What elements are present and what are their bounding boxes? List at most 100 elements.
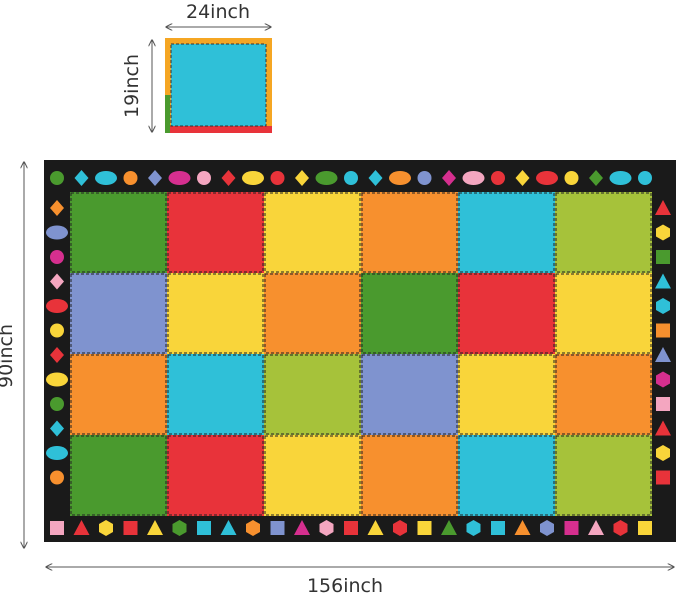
rug-height-label: 90inch [0,324,17,388]
shape [656,470,670,485]
rug-stitch [264,354,361,435]
shape [270,521,285,535]
shape [466,520,481,536]
shape [393,520,407,536]
shape [220,520,237,535]
shape [417,171,432,185]
rug-square [361,192,458,273]
shape [242,171,264,185]
shape [656,445,670,461]
small-rug-stitch [170,43,267,127]
shape [295,170,309,186]
shape [638,171,652,185]
shape [46,372,68,387]
rug-square [70,354,167,435]
shape [99,520,113,536]
shape [656,323,670,338]
rug-square [458,354,555,435]
shape [50,470,64,485]
rug-stitch [555,354,652,435]
rug-stitch [555,435,652,516]
shape [638,521,652,535]
rug-stitch [167,192,264,273]
rug-square [167,273,264,354]
rug-square [361,435,458,516]
shape [172,520,187,536]
shape [367,520,384,535]
rug-square [555,192,652,273]
rug-square [361,354,458,435]
rug-width-label: 156inch [307,575,383,596]
shape [442,170,456,186]
shape [50,347,64,363]
shape [147,520,163,535]
shape [197,521,211,535]
shape [540,520,554,536]
shape [613,520,628,536]
shape [50,200,64,216]
small-rug-edge [165,126,272,133]
small-rug-edge [165,95,170,133]
rug-square [458,435,555,516]
shape [50,273,64,290]
rug-stitch [167,273,264,354]
small-rug [165,38,272,133]
rug-grid [70,192,652,516]
shape [491,521,505,535]
shape [656,298,670,314]
rug-stitch [361,354,458,435]
rug-stitch [555,192,652,273]
shape [95,171,117,185]
rug-square [264,192,361,273]
rug-stitch [361,435,458,516]
shape [246,520,260,536]
rug-square [458,273,555,354]
rug-square [167,192,264,273]
rug-square [264,354,361,435]
rug-stitch [70,192,167,273]
shape [74,170,89,186]
rug-stitch [264,435,361,516]
rug-square [555,273,652,354]
shape [656,250,670,264]
rug-stitch [458,192,555,273]
shape [655,200,671,215]
shape [168,171,191,185]
shape [50,420,64,437]
rug-square [361,273,458,354]
shape [655,273,671,289]
shape [588,520,604,535]
shape [462,171,485,185]
shape [50,521,64,535]
shape [656,397,670,411]
shape [655,347,671,362]
rug-square [70,192,167,273]
rug-stitch [70,435,167,516]
shape [536,171,558,185]
shape [344,521,358,535]
shape [589,170,603,186]
rug-stitch [264,192,361,273]
shape [50,250,64,264]
rug-square [70,273,167,354]
rug-square [264,435,361,516]
shape [315,171,338,185]
shape [123,521,138,535]
border-shapes [46,170,671,536]
rug-square [167,435,264,516]
rug-stitch [458,354,555,435]
shape [344,171,358,185]
shape [197,171,211,185]
shape [46,446,68,460]
shape [46,225,68,240]
rug-stitch [458,273,555,354]
rug-stitch [70,273,167,354]
rug-stitch [361,273,458,354]
small-width-label: 24inch [186,1,250,23]
shape [270,171,285,185]
shape [655,420,671,436]
shape [50,171,64,185]
rug-square [458,192,555,273]
shape [491,171,505,185]
